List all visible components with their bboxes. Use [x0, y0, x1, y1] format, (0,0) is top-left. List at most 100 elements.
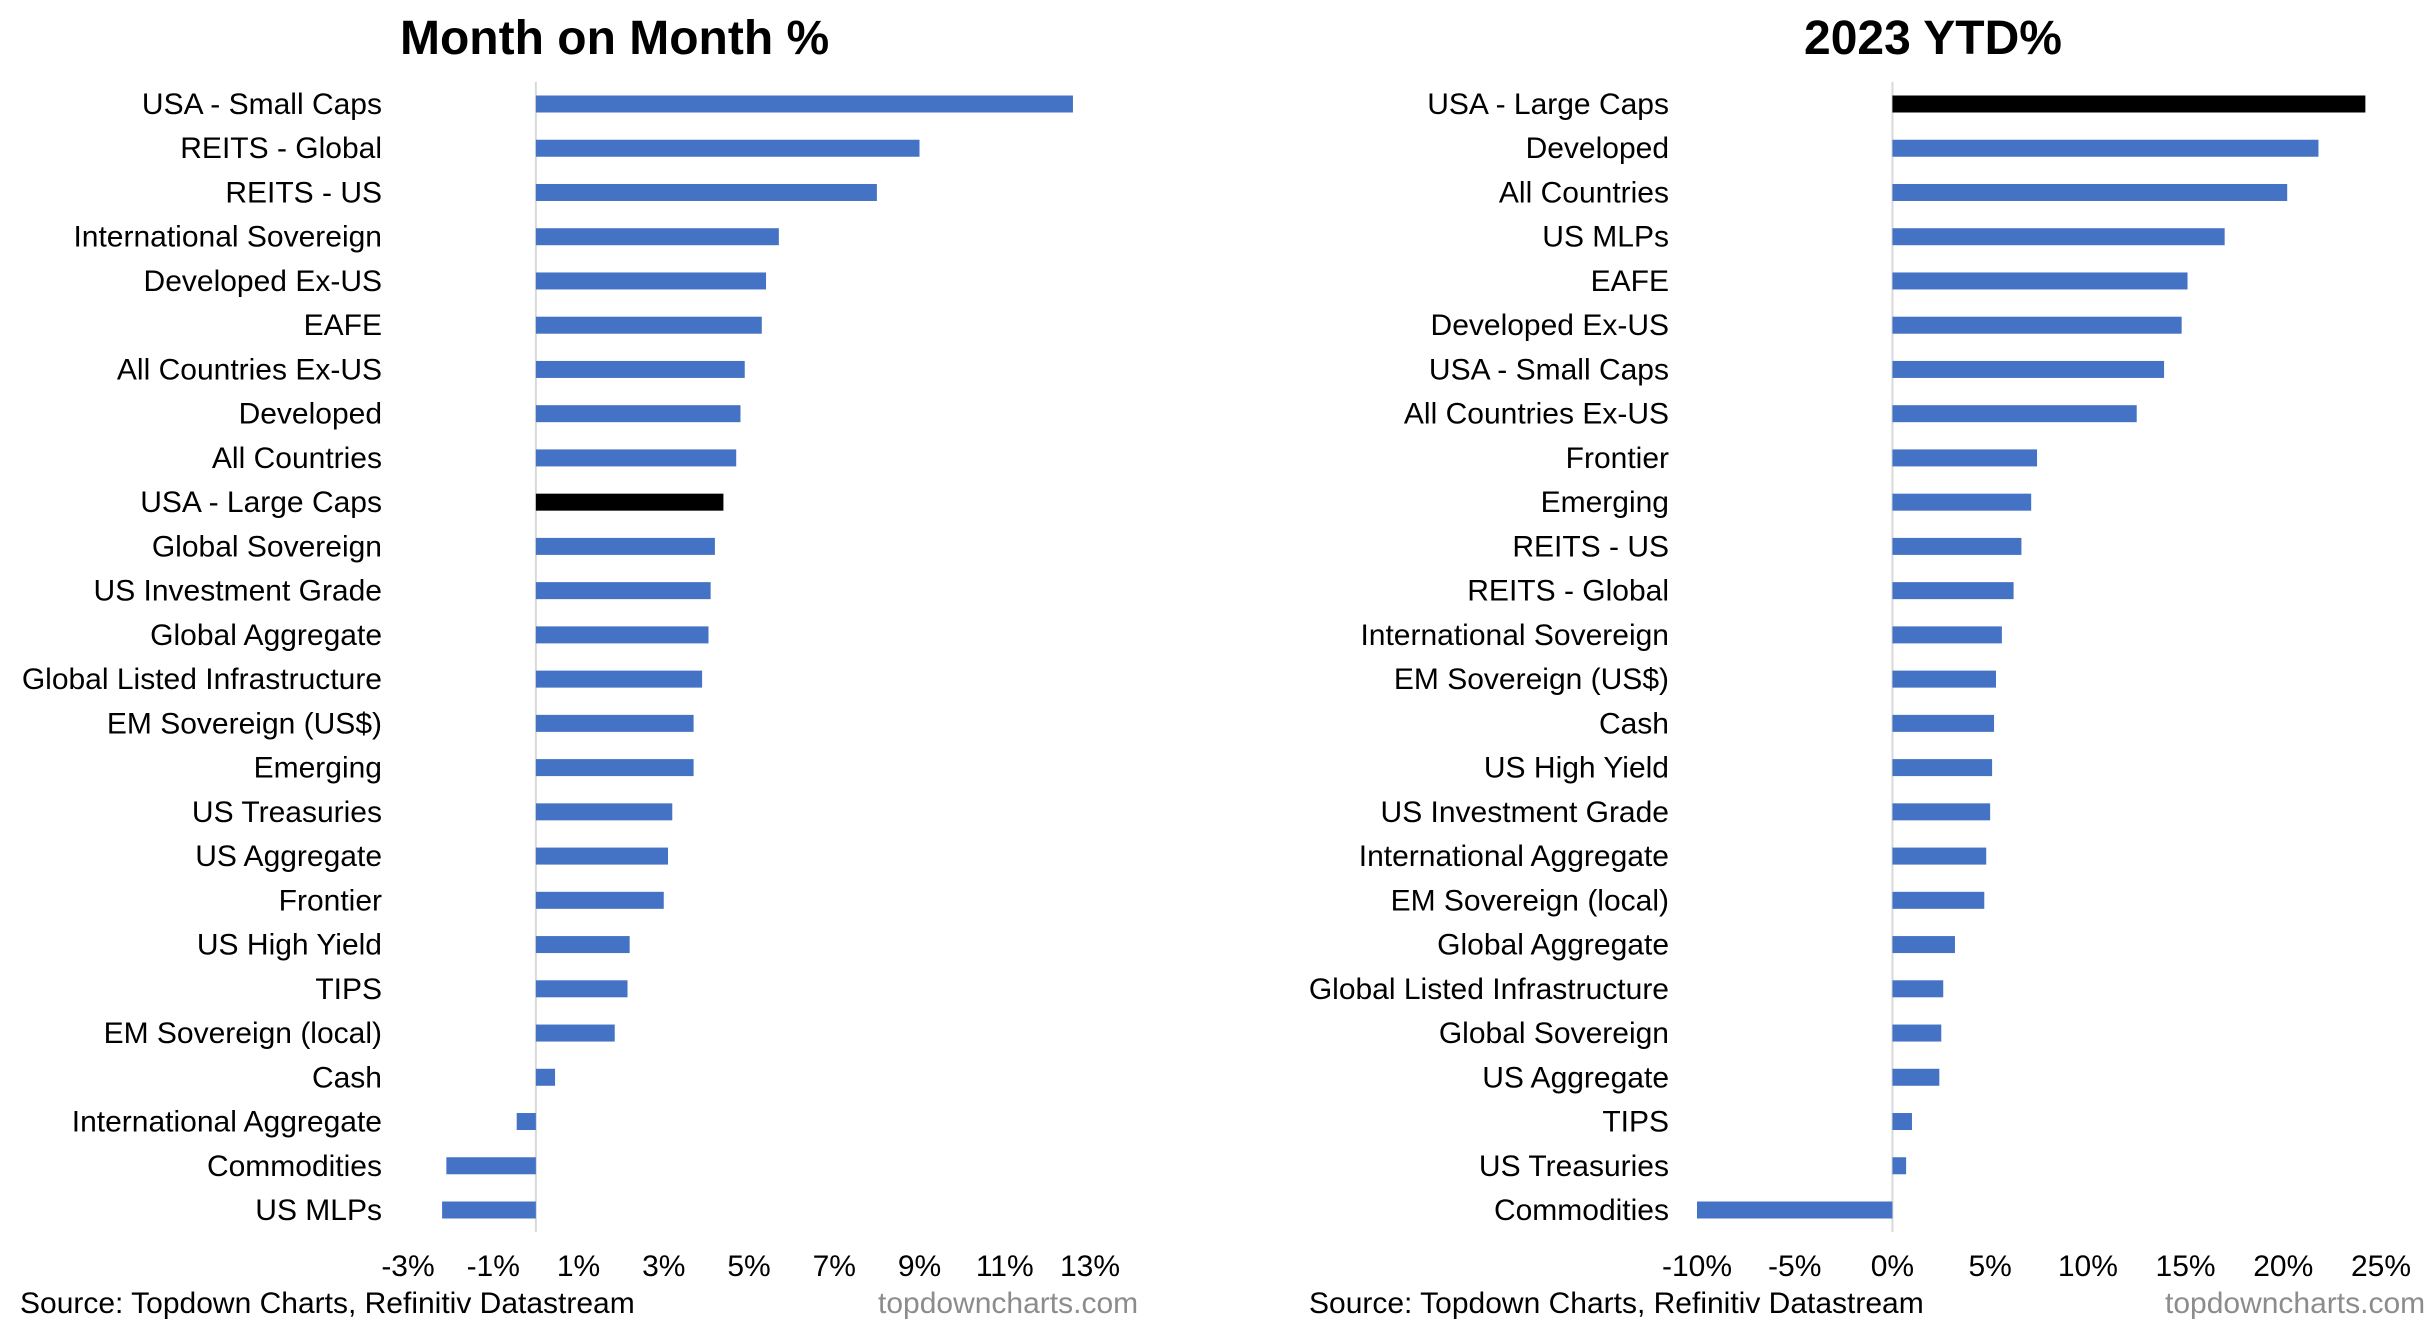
category-label: Global Aggregate — [1437, 929, 1669, 962]
month-on-month-panel: Month on Month % USA - Small Caps REITS -… — [0, 0, 1217, 1330]
category-label: US Aggregate — [1482, 1061, 1669, 1094]
bar — [516, 1113, 536, 1131]
bar — [1892, 316, 2182, 334]
x-tick-label: -10% — [1662, 1250, 1732, 1283]
bar — [535, 493, 724, 511]
category-label: All Countries Ex-US — [1404, 398, 1669, 431]
category-label: US Investment Grade — [1381, 796, 1669, 829]
bar — [535, 980, 628, 998]
x-tick-label: -5% — [1768, 1250, 1821, 1283]
category-label: REITS - US — [225, 176, 382, 209]
x-tick-label: 7% — [813, 1250, 856, 1283]
bar — [1892, 714, 1995, 732]
x-tick-label: 0% — [1871, 1250, 1914, 1283]
bar — [535, 95, 1073, 113]
category-label: REITS - Global — [1467, 575, 1669, 608]
category-label: Global Listed Infrastructure — [22, 663, 382, 696]
category-label: USA - Small Caps — [142, 88, 382, 121]
month-on-month-chart: USA - Small Caps REITS - Global REITS - US… — [22, 81, 1120, 1283]
x-tick-label: 20% — [2253, 1250, 2313, 1283]
x-tick-label: 5% — [727, 1250, 770, 1283]
bar — [535, 183, 877, 201]
chart-title: 2023 YTD% — [1804, 12, 2062, 65]
category-label: Cash — [1599, 707, 1669, 740]
category-label: Global Listed Infrastructure — [1309, 973, 1669, 1006]
x-tick-label: -3% — [381, 1250, 434, 1283]
bar — [1892, 936, 1955, 954]
bar — [1892, 1068, 1940, 1086]
category-label: USA - Large Caps — [140, 486, 382, 519]
category-label: USA - Large Caps — [1427, 88, 1669, 121]
category-label: EAFE — [304, 309, 382, 342]
bar — [1892, 95, 2366, 113]
bar — [1892, 803, 1991, 821]
bar — [535, 891, 664, 909]
category-label: Commodities — [1494, 1194, 1669, 1227]
category-label: Developed Ex-US — [144, 265, 382, 298]
category-label: US Treasuries — [1479, 1150, 1669, 1183]
bar — [1892, 1157, 1907, 1175]
bar — [1892, 272, 2188, 290]
category-label: REITS - US — [1512, 530, 1669, 563]
category-label: US High Yield — [1484, 752, 1669, 785]
x-tick-label: 15% — [2156, 1250, 2216, 1283]
x-tick-label: 5% — [1968, 1250, 2011, 1283]
x-tick-label: 25% — [2351, 1250, 2411, 1283]
category-label: REITS - Global — [180, 132, 382, 165]
bar — [535, 759, 694, 777]
category-label: USA - Small Caps — [1429, 353, 1669, 386]
category-label: EAFE — [1591, 265, 1669, 298]
bar — [535, 714, 694, 732]
x-tick-label: 1% — [557, 1250, 600, 1283]
bar — [1892, 1024, 1942, 1042]
bar — [446, 1157, 536, 1175]
category-label: International Aggregate — [72, 1106, 382, 1139]
chart-title: Month on Month % — [400, 12, 830, 65]
bar — [535, 405, 741, 423]
bar — [442, 1201, 536, 1219]
category-label: EM Sovereign (local) — [1391, 884, 1669, 917]
category-label: US Aggregate — [195, 840, 382, 873]
category-label: EM Sovereign (US$) — [1394, 663, 1669, 696]
bar — [1892, 493, 2032, 511]
bar — [1892, 670, 1997, 688]
bar — [535, 670, 703, 688]
bar — [535, 537, 715, 555]
category-label: TIPS — [1602, 1106, 1669, 1139]
x-tick-label: 13% — [1060, 1250, 1120, 1283]
site-watermark: topdowncharts.com — [2165, 1287, 2426, 1320]
category-label: International Sovereign — [73, 221, 382, 254]
site-watermark: topdowncharts.com — [878, 1287, 1139, 1320]
bar — [1892, 139, 2319, 157]
bar — [1697, 1201, 1893, 1219]
bar — [535, 936, 630, 954]
category-label: Developed — [1526, 132, 1669, 165]
category-label: All Countries — [212, 442, 382, 475]
bar — [1892, 405, 2137, 423]
bar — [1892, 980, 1944, 998]
bar — [1892, 360, 2165, 378]
x-tick-label: 3% — [642, 1250, 685, 1283]
bar — [535, 360, 745, 378]
category-label: EM Sovereign (local) — [104, 1017, 382, 1050]
category-label: Global Aggregate — [150, 619, 382, 652]
category-label: International Sovereign — [1360, 619, 1669, 652]
x-tick-label: 10% — [2058, 1250, 2118, 1283]
bar — [535, 316, 762, 334]
bar — [535, 449, 737, 467]
bar — [535, 228, 779, 246]
category-label: US High Yield — [197, 929, 382, 962]
category-label: Developed Ex-US — [1431, 309, 1669, 342]
x-tick-label: -1% — [467, 1250, 520, 1283]
bar — [535, 582, 711, 600]
category-label: Emerging — [1541, 486, 1669, 519]
category-label: All Countries Ex-US — [117, 353, 382, 386]
bar — [1892, 582, 2014, 600]
category-label: EM Sovereign (US$) — [107, 707, 382, 740]
category-label: TIPS — [315, 973, 382, 1006]
source-note: Source: Topdown Charts, Refinitiv Datast… — [1309, 1287, 1924, 1320]
category-label: Emerging — [254, 752, 382, 785]
ytd-chart: USA - Large Caps Developed All Countries US… — [1309, 81, 2411, 1283]
category-label: US MLPs — [255, 1194, 382, 1227]
ytd-panel: 2023 YTD% USA - Large Caps Developed All C… — [1217, 0, 2435, 1330]
